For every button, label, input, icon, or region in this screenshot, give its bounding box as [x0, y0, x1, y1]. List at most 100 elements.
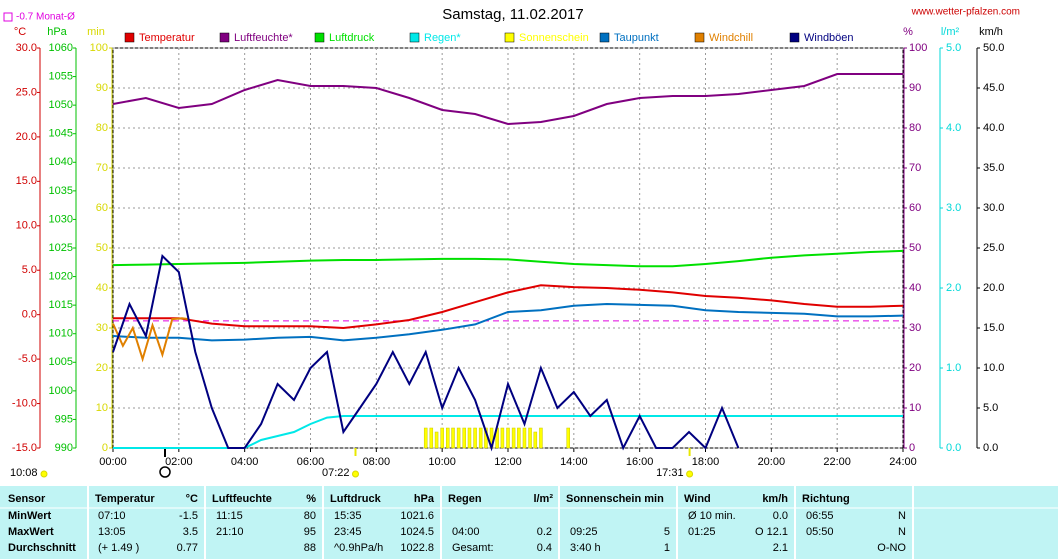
sunshine-bar [522, 427, 527, 449]
y-tick-label: 30 [909, 322, 921, 334]
table-cell: 21:10 [216, 526, 244, 538]
table-cell: O 12.1 [755, 526, 788, 538]
legend-swatch [599, 32, 610, 43]
y-tick-label: 1035 [49, 185, 73, 197]
sun-icon [40, 470, 48, 478]
y-tick-label: 10.0 [983, 362, 1004, 374]
legend-swatch [124, 32, 135, 43]
legend-swatch [219, 32, 230, 43]
sunshine-bar [500, 427, 505, 449]
sunshine-bar [533, 431, 538, 449]
table-header-cell: Luftdruck [330, 493, 382, 505]
table-cell: 09:25 [570, 526, 598, 538]
y-tick-label: 5.0 [983, 402, 998, 414]
y-tick-label: -15.0 [12, 442, 37, 454]
y-tick-label: 30.0 [983, 202, 1004, 214]
table-cell: 80 [304, 510, 316, 522]
y-tick-label: 5.0 [946, 42, 961, 54]
sunshine-bar [528, 427, 532, 449]
table-cell: -1.5 [179, 510, 198, 522]
table-cell: 04:00 [452, 526, 480, 538]
table-header-cell: km/h [762, 493, 788, 505]
y-tick-label: 20.0 [983, 282, 1004, 294]
table-cell: 0.77 [177, 542, 198, 554]
legend-label: Regen* [424, 32, 461, 44]
day-length: 10:08 [10, 467, 38, 479]
y-tick-label: 1010 [49, 328, 73, 340]
y-tick-label: 0 [102, 442, 108, 454]
y-tick-label: 25.0 [983, 242, 1004, 254]
axis-unit: % [903, 26, 913, 38]
legend-label: Windchill [709, 32, 753, 44]
table-row-label: MaxWert [8, 526, 54, 538]
y-tick-label: 1055 [49, 70, 73, 82]
y-tick-label: 1030 [49, 213, 73, 225]
y-tick-label: 60 [909, 202, 921, 214]
avg-value: -0.7 [16, 12, 34, 23]
x-tick-label: 22:00 [823, 456, 851, 468]
series-line [112, 317, 189, 363]
y-tick-label: 1015 [49, 299, 73, 311]
table-cell: 1 [664, 542, 670, 554]
sunshine-bar [517, 427, 521, 449]
legend-swatch [694, 32, 705, 43]
table-header: Sensor Temperatur °C Luftfeuchte% Luftdruck h… [8, 493, 850, 505]
table-header-cell: l/m² [533, 493, 553, 505]
y-tick-label: 90 [96, 82, 108, 94]
y-tick-label: 70 [909, 162, 921, 174]
y-tick-label: 40 [96, 282, 108, 294]
table-row-label: MinWert [8, 510, 52, 522]
x-tick-label: 02:00 [165, 456, 193, 468]
sunshine-bar [511, 427, 516, 449]
table-cell: 23:45 [334, 526, 362, 538]
table-cell: ^0.9hPa/h [334, 542, 383, 554]
table-cell: 06:55 [806, 510, 834, 522]
x-tick-label: 20:00 [758, 456, 786, 468]
y-tick-label: 4.0 [946, 122, 961, 134]
table-cell: 0.4 [537, 542, 552, 554]
table-cell: 3:40 h [570, 542, 601, 554]
legend-label: Luftfeuchte* [234, 32, 293, 44]
y-tick-label: 1025 [49, 242, 73, 254]
legend-label: Temperatur [139, 32, 195, 44]
table-header-cell: Richtung [802, 493, 850, 505]
y-tick-label: 25.0 [16, 86, 37, 98]
sunshine-bar [462, 427, 466, 449]
table-header-cell: Wind [684, 493, 711, 505]
y-tick-label: 1045 [49, 128, 73, 140]
sunshine-bar [539, 427, 543, 449]
series-line [113, 284, 904, 330]
y-tick-label: 1.0 [946, 362, 961, 374]
y-tick-label: 1005 [49, 356, 73, 368]
sunshine-bar [434, 431, 439, 449]
sunrise-icon [351, 470, 359, 478]
y-tick-label: 0.0 [983, 442, 998, 454]
legend-label: Windböen [804, 32, 854, 44]
y-tick-label: 20.0 [16, 131, 37, 143]
y-tick-label: 100 [909, 42, 927, 54]
table-header-cell: Sonnenschein min [566, 493, 664, 505]
y-tick-label: 40 [909, 282, 921, 294]
y-tick-label: 1060 [49, 42, 73, 54]
sunshine-bar [566, 427, 570, 449]
table-row-label: Durchschnitt [8, 542, 76, 554]
y-tick-label: 90 [909, 82, 921, 94]
sunshine-bar [467, 427, 472, 449]
table-cell: 1022.8 [400, 542, 434, 554]
x-tick-label: 04:00 [231, 456, 259, 468]
y-tick-label: 15.0 [16, 175, 37, 187]
y-tick-label: 995 [55, 413, 73, 425]
legend-swatch [504, 32, 515, 43]
y-tick-label: 5.0 [22, 264, 37, 276]
y-tick-label: 60 [96, 202, 108, 214]
y-tick-label: 50 [909, 242, 921, 254]
table-header-cell: Luftfeuchte [212, 493, 272, 505]
table-cell: 95 [304, 526, 316, 538]
table-cell: 15:35 [334, 510, 362, 522]
sunshine-bar [473, 427, 477, 449]
table-cell: 2.1 [773, 542, 788, 554]
sunshine-bar [446, 427, 450, 449]
x-tick-label: 10:00 [428, 456, 456, 468]
sunshine-bar [478, 427, 483, 449]
table-cell: 05:50 [806, 526, 834, 538]
